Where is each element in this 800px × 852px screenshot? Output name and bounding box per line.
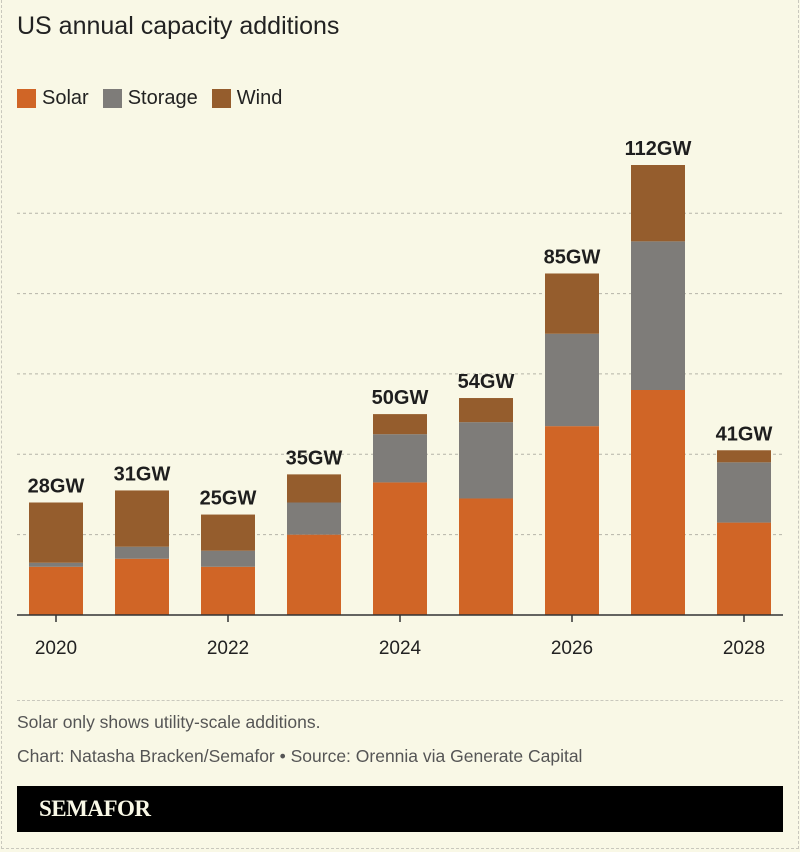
legend-item-wind: Wind [211, 87, 283, 110]
bar-wind-2021 [115, 490, 169, 547]
divider [17, 700, 783, 701]
bar-storage-2028 [717, 462, 771, 523]
footnote: Solar only shows utility-scale additions… [17, 712, 321, 732]
bar-wind-2026 [545, 273, 599, 334]
bar-storage-2024 [373, 434, 427, 483]
legend-swatch-wind [211, 89, 231, 108]
bar-solar-2022 [201, 566, 255, 615]
x-tick-label: 2022 [207, 638, 249, 659]
legend-label: Solar [42, 87, 89, 109]
bar-storage-2020 [29, 562, 83, 567]
bar-solar-2020 [29, 566, 83, 615]
bar-storage-2021 [115, 546, 169, 559]
total-label-2028: 41GW [716, 423, 773, 445]
bar-storage-2025 [459, 422, 513, 499]
total-label-2025: 54GW [458, 371, 515, 393]
legend-label: Storage [127, 87, 198, 109]
bar-wind-2022 [201, 514, 255, 551]
bar-wind-2024 [373, 414, 427, 435]
bar-solar-2021 [115, 558, 169, 615]
x-tick-label: 2028 [723, 638, 765, 659]
x-tick-label: 2026 [551, 638, 593, 659]
bar-solar-2024 [373, 482, 427, 615]
total-label-2022: 25GW [200, 488, 257, 510]
bar-wind-2023 [287, 474, 341, 503]
legend-item-storage: Storage [102, 87, 198, 110]
bar-wind-2028 [717, 450, 771, 463]
bar-solar-2023 [287, 534, 341, 615]
bar-solar-2027 [631, 390, 685, 615]
legend-label: Wind [236, 87, 283, 109]
total-label-2026: 85GW [544, 246, 601, 268]
bar-storage-2026 [545, 333, 599, 427]
bar-wind-2027 [631, 165, 685, 242]
semafor-logo: SEMAFOR [39, 796, 151, 821]
total-label-2024: 50GW [372, 387, 429, 409]
bar-storage-2023 [287, 502, 341, 535]
chart-plot: 28GW 2020 31GW 25GW 2022 35GW 50GW 2024 54GW 85GW… [17, 138, 783, 659]
x-tick-label: 2020 [35, 638, 77, 659]
credit-line: Chart: Natasha Bracken/Semafor • Source:… [17, 746, 583, 766]
bar-wind-2020 [29, 502, 83, 563]
legend-swatch-storage [102, 89, 122, 108]
bar-wind-2025 [459, 398, 513, 423]
total-label-2020: 28GW [28, 476, 85, 498]
x-tick-label: 2024 [379, 638, 422, 659]
brand-bar: SEMAFOR [17, 786, 783, 832]
bar-storage-2027 [631, 241, 685, 390]
legend-swatch-solar [17, 89, 36, 108]
legend-item-solar: Solar [17, 87, 89, 110]
legend: Solar Storage Wind [17, 87, 282, 110]
bar-solar-2028 [717, 522, 771, 615]
total-label-2023: 35GW [286, 447, 343, 469]
bar-solar-2026 [545, 426, 599, 615]
total-label-2027: 112GW [625, 138, 692, 160]
bar-solar-2025 [459, 498, 513, 615]
bar-storage-2022 [201, 550, 255, 567]
chart-title: US annual capacity additions [17, 12, 340, 40]
total-label-2021: 31GW [114, 463, 171, 485]
